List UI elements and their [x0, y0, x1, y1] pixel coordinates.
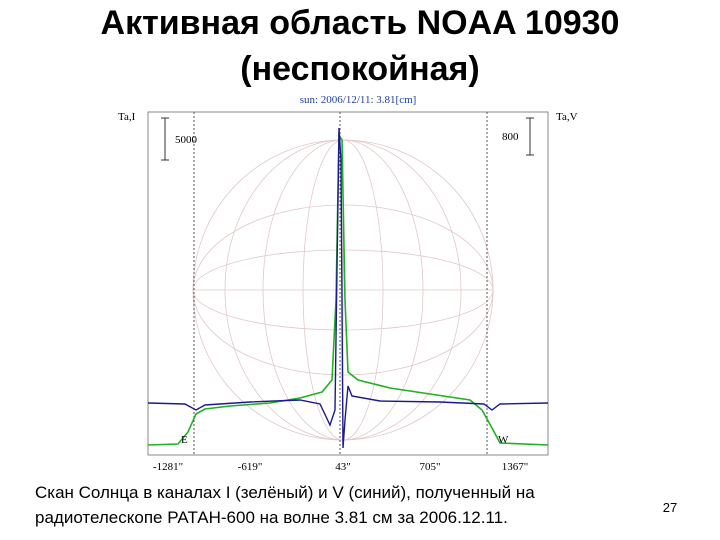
plot-frame	[147, 111, 549, 456]
x-tick-label: 1367"	[502, 461, 529, 473]
caption-line: Скан Солнца в каналах I (зелёный) и V (с…	[35, 483, 535, 502]
axis-label: Ta,V	[556, 111, 578, 123]
x-tick-label: -619"	[238, 461, 263, 473]
scale-label: 800	[502, 131, 519, 143]
page-number: 27	[663, 500, 677, 515]
axis-label: Ta,I	[118, 111, 136, 123]
caption-line: радиотелескопе РАТАН-600 на волне 3.81 с…	[35, 508, 508, 527]
figure-header: sun: 2006/12/11: 3.81[cm]	[300, 94, 417, 106]
scale-label: 5000	[175, 134, 198, 146]
west-label: W	[498, 434, 509, 446]
polarization-curve	[147, 127, 549, 449]
limb-lines	[193, 112, 488, 455]
title-line: Активная область NOAA 10930	[101, 4, 620, 42]
x-tick-label: -1281"	[153, 461, 183, 473]
title-line: (неспокойная)	[240, 50, 479, 88]
x-tick-label: 43"	[335, 461, 351, 473]
x-tick-label: 705"	[420, 461, 441, 473]
east-label: E	[181, 434, 188, 446]
figure: sun: 2006/12/11: 3.81[cm] Ta,I Ta,V 5000…	[118, 94, 578, 473]
scale-bars	[161, 117, 534, 161]
